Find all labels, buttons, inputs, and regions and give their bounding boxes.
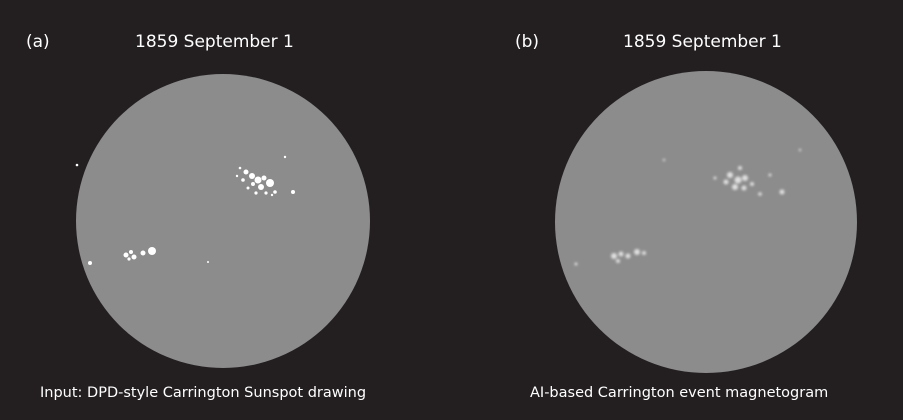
panel-label: (b) — [515, 32, 539, 52]
panel-label: (a) — [26, 32, 50, 52]
solar-disk — [555, 71, 857, 373]
panel-date: 1859 September 1 — [623, 32, 782, 52]
panel-caption: AI-based Carrington event magnetogram — [530, 385, 828, 401]
figure: (a) 1859 September 1 Input: DPD-style Ca… — [0, 0, 903, 420]
solar-disk — [76, 74, 370, 368]
panel-date: 1859 September 1 — [135, 32, 294, 52]
panel-caption: Input: DPD-style Carrington Sunspot draw… — [40, 385, 366, 401]
page: (a) 1859 September 1 Input: DPD-style Ca… — [0, 0, 903, 420]
